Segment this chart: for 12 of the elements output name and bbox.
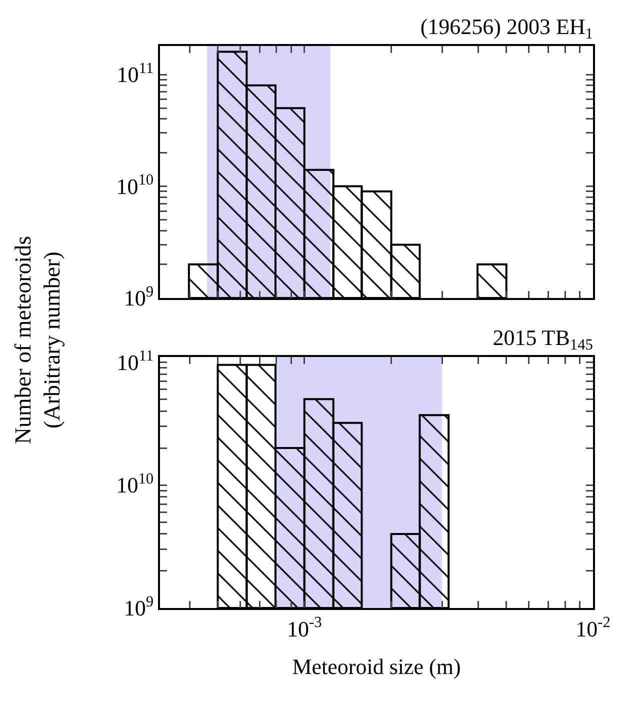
- chart-title: 2015 TB$_{145}$: [492, 325, 594, 354]
- y-tick-label: 10$^{9}$: [124, 283, 154, 311]
- y-tick-label: 10$^{11}$: [116, 60, 154, 88]
- y-tick-label: 10$^{10}$: [116, 470, 154, 498]
- x-tick-label: 10$^{-3}$: [286, 614, 322, 642]
- y-tick-label: 10$^{9}$: [124, 593, 154, 621]
- chart-title: (196256) 2003 EH$_{1}$: [420, 14, 593, 43]
- y-tick-label: 10$^{10}$: [116, 172, 154, 199]
- y-axis-title: Number of meteoroids (Arbitrary number): [9, 236, 66, 444]
- x-tick-label: 10$^{-2}$: [576, 614, 610, 642]
- x-axis-title: Meteoroid size (m): [292, 654, 461, 679]
- y-tick-label: 10$^{11}$: [116, 348, 154, 375]
